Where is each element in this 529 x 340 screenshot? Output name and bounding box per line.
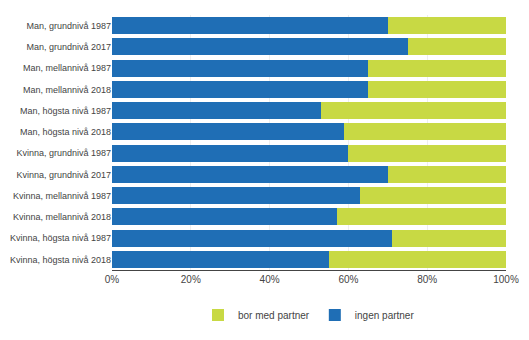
svg-text:Man, högsta nivå 1987: Man, högsta nivå 1987 — [20, 106, 111, 116]
svg-text:Man, mellannivå 2018: Man, mellannivå 2018 — [23, 85, 111, 95]
svg-text:60%: 60% — [338, 274, 358, 285]
svg-text:Man, grundnivå 1987: Man, grundnivå 1987 — [26, 21, 111, 31]
svg-text:Kvinna, högsta nivå 2018: Kvinna, högsta nivå 2018 — [10, 255, 111, 265]
svg-text:0%: 0% — [105, 274, 120, 285]
svg-text:80%: 80% — [417, 274, 437, 285]
svg-text:Kvinna, grundnivå 1987: Kvinna, grundnivå 1987 — [16, 148, 111, 158]
svg-text:Man, grundnivå 2017: Man, grundnivå 2017 — [26, 42, 111, 52]
svg-text:20%: 20% — [181, 274, 201, 285]
svg-text:40%: 40% — [260, 274, 280, 285]
svg-text:Man, högsta nivå 2018: Man, högsta nivå 2018 — [20, 127, 111, 137]
svg-text:Kvinna, högsta nivå 1987: Kvinna, högsta nivå 1987 — [10, 233, 111, 243]
svg-text:100%: 100% — [493, 274, 519, 285]
svg-text:Kvinna, grundnivå 2017: Kvinna, grundnivå 2017 — [16, 170, 111, 180]
svg-text:ingen partner: ingen partner — [355, 310, 415, 321]
svg-text:Kvinna, mellannivå 2018: Kvinna, mellannivå 2018 — [13, 212, 111, 222]
svg-text:bor med partner: bor med partner — [238, 310, 310, 321]
svg-text:Kvinna, mellannivå 1987: Kvinna, mellannivå 1987 — [13, 191, 111, 201]
svg-text:Man, mellannivå 1987: Man, mellannivå 1987 — [23, 63, 111, 73]
